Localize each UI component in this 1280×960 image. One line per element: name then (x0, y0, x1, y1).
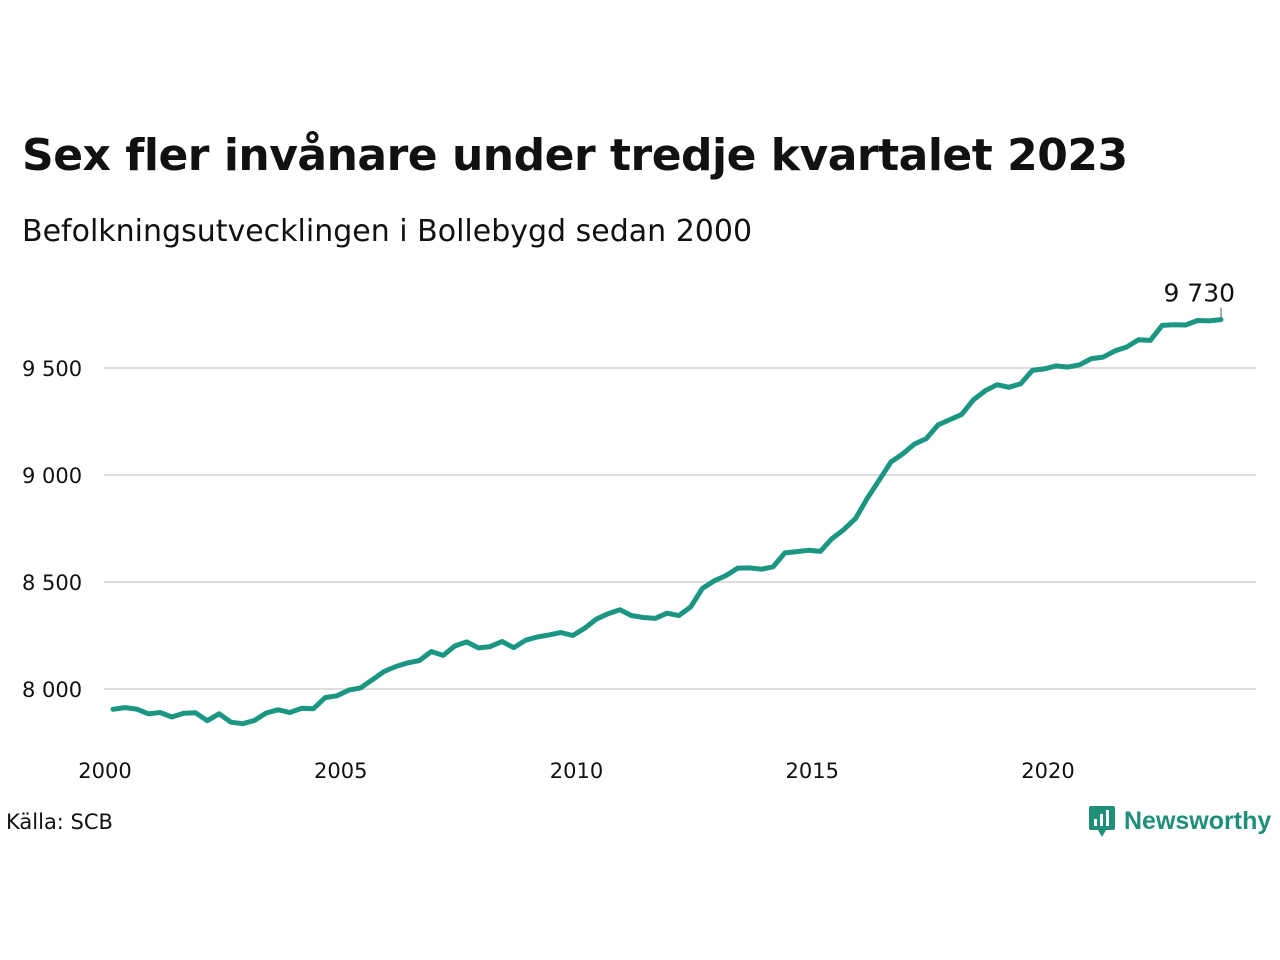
x-tick-label: 2020 (1021, 759, 1074, 783)
y-tick-label: 8 000 (22, 678, 82, 702)
brand-name: Newsworthy (1124, 806, 1272, 835)
chart-subtitle: Befolkningsutvecklingen i Bollebygd seda… (22, 214, 753, 249)
brand-logo: Newsworthy (1088, 802, 1271, 840)
x-tick-label: 2005 (314, 759, 367, 783)
chart-title: Sex fler invånare under tredje kvartalet… (22, 130, 1128, 181)
y-tick-label: 8 500 (22, 571, 82, 595)
line-chart: 8 000 8 500 9 000 9 500 2000 2005 2010 2015 2020… (22, 279, 1256, 783)
source-note: Källa: SCB (6, 810, 113, 834)
y-tick-label: 9 500 (22, 357, 82, 381)
series-line (110, 317, 1224, 727)
end-value-label: 9 730 (1163, 279, 1235, 308)
x-tick-label: 2015 (786, 759, 839, 783)
newsworthy-logo-icon (1089, 806, 1115, 837)
x-tick-label: 2000 (78, 759, 131, 783)
x-tick-label: 2010 (550, 759, 603, 783)
y-tick-label: 9 000 (22, 464, 82, 488)
